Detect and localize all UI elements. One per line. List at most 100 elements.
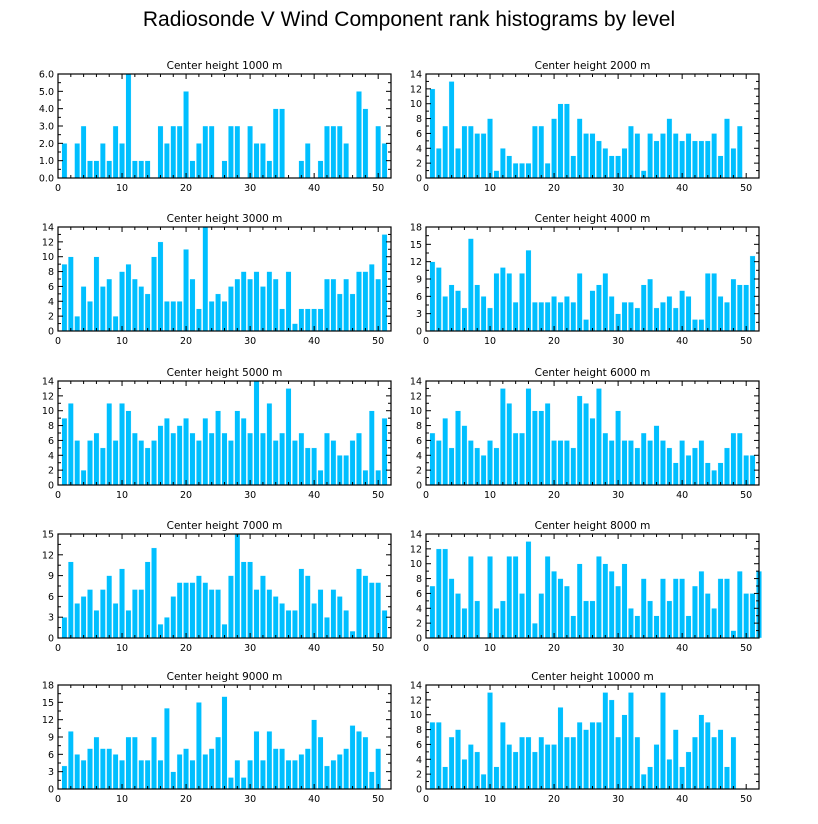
histogram-bar [311, 448, 316, 485]
histogram-bar [196, 309, 201, 331]
histogram-bar [468, 126, 473, 178]
histogram-bar [369, 772, 374, 789]
histogram-bar [337, 596, 342, 638]
histogram-panel-1: Center height 1000 m0 10 20 30 40 500.01.02.0… [39, 60, 391, 194]
histogram-bar [564, 440, 569, 485]
histogram-bar [177, 301, 182, 331]
histogram-bar [164, 617, 169, 638]
y-tick-label: 3 [48, 767, 54, 778]
histogram-panel-10: Center height 10000 m0 10 20 30 40 5002468101… [410, 671, 759, 805]
histogram-bar [443, 418, 448, 485]
histogram-bar [699, 141, 704, 178]
histogram-bar [363, 272, 368, 331]
y-tick-label: 15 [42, 698, 54, 709]
histogram-bar [635, 448, 640, 485]
histogram-bar [692, 737, 697, 789]
histogram-bar [603, 433, 608, 485]
x-tick-label: 30 [244, 794, 256, 805]
histogram-bar [455, 411, 460, 485]
histogram-bar [615, 737, 620, 789]
x-tick-label: 20 [180, 643, 192, 654]
x-tick-label: 20 [180, 336, 192, 347]
histogram-bar [744, 593, 749, 638]
histogram-bar [139, 286, 144, 331]
histogram-bar [100, 749, 105, 789]
histogram-bar [126, 610, 131, 638]
histogram-bar [171, 126, 176, 178]
histogram-bar [267, 272, 272, 331]
histogram-bar [68, 403, 73, 485]
histogram-bar [667, 119, 672, 178]
histogram-grid: Center height 1000 m0 10 20 30 40 500.01.02.0… [0, 0, 818, 824]
histogram-bar [583, 601, 588, 638]
histogram-bar [62, 264, 67, 331]
y-tick-label: 12 [42, 715, 54, 726]
x-tick-label: 0 [423, 336, 429, 347]
x-tick-label: 40 [308, 183, 320, 194]
histogram-bar [494, 171, 499, 178]
x-tick-label: 40 [308, 336, 320, 347]
histogram-bar [215, 589, 220, 638]
histogram-bar [247, 279, 252, 331]
histogram-bar [564, 586, 569, 638]
histogram-bar [622, 148, 627, 178]
histogram-bar [545, 556, 550, 638]
histogram-bar [331, 126, 336, 178]
histogram-bar [376, 749, 381, 789]
histogram-bar [363, 737, 368, 789]
histogram-bar [679, 141, 684, 178]
histogram-bar [196, 576, 201, 638]
histogram-bar [724, 579, 729, 638]
histogram-bar [519, 433, 524, 485]
histogram-bar [376, 279, 381, 331]
x-tick-label: 0 [423, 490, 429, 501]
histogram-bar [635, 308, 640, 331]
y-tick-label: 6 [48, 436, 54, 447]
histogram-bar [718, 463, 723, 485]
histogram-bar [279, 603, 284, 638]
histogram-bar [158, 242, 163, 331]
histogram-bar [641, 579, 646, 638]
x-tick-label: 30 [612, 794, 624, 805]
histogram-bar [455, 148, 460, 178]
histogram-bar [532, 623, 537, 638]
histogram-bar [724, 448, 729, 485]
panel-title: Center height 10000 m [531, 671, 653, 683]
histogram-bar [571, 616, 576, 638]
histogram-bar [603, 692, 608, 789]
y-tick-label: 10 [42, 406, 54, 417]
histogram-bar [603, 148, 608, 178]
histogram-bar [692, 141, 697, 178]
histogram-bar [190, 583, 195, 638]
histogram-bar [487, 119, 492, 178]
histogram-bar [673, 133, 678, 178]
histogram-bar [711, 133, 716, 178]
histogram-bar [526, 250, 531, 331]
histogram-bar [513, 433, 518, 485]
histogram-bar [369, 264, 374, 331]
histogram-bar [590, 133, 595, 178]
panel-title: Center height 8000 m [535, 520, 651, 532]
histogram-bar [577, 273, 582, 331]
histogram-bar [343, 749, 348, 789]
x-tick-label: 30 [612, 183, 624, 194]
y-tick-label: 6 [416, 740, 422, 751]
histogram-bar [107, 576, 112, 638]
histogram-bar [190, 433, 195, 485]
histogram-bar [737, 571, 742, 638]
histogram-bar [241, 777, 246, 789]
histogram-bar [183, 91, 188, 178]
histogram-bar [539, 126, 544, 178]
histogram-bar [113, 126, 118, 178]
y-tick-label: 12 [410, 257, 422, 268]
histogram-bar [183, 418, 188, 485]
histogram-bar [299, 309, 304, 331]
histogram-bar [718, 579, 723, 638]
histogram-bar [318, 470, 323, 485]
histogram-bar [369, 411, 374, 485]
panel-title: Center height 7000 m [167, 520, 283, 532]
y-tick-label: 0 [416, 481, 422, 492]
histogram-bar [583, 133, 588, 178]
histogram-bar [324, 766, 329, 789]
x-tick-label: 10 [116, 183, 128, 194]
